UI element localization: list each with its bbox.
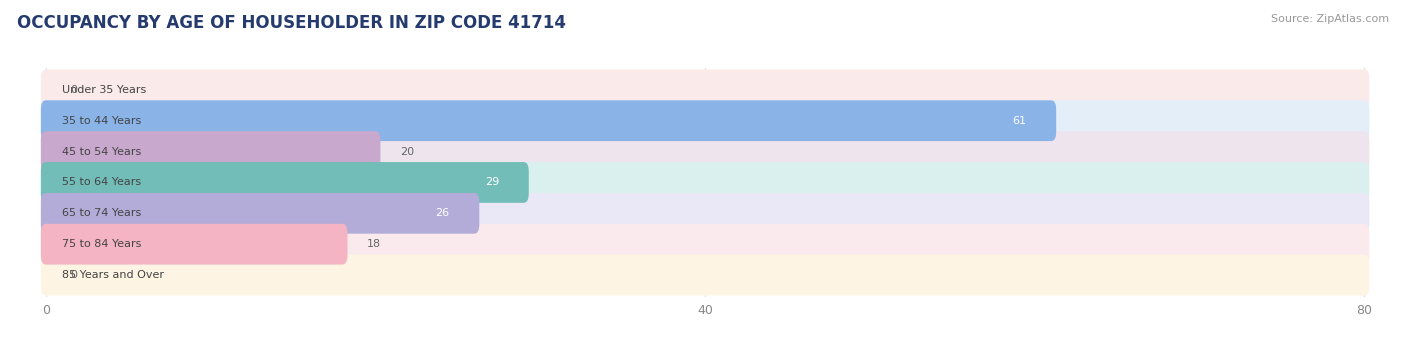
Text: 75 to 84 Years: 75 to 84 Years <box>62 239 142 249</box>
FancyBboxPatch shape <box>41 255 1369 295</box>
Text: OCCUPANCY BY AGE OF HOUSEHOLDER IN ZIP CODE 41714: OCCUPANCY BY AGE OF HOUSEHOLDER IN ZIP C… <box>17 14 565 32</box>
Text: Source: ZipAtlas.com: Source: ZipAtlas.com <box>1271 14 1389 24</box>
FancyBboxPatch shape <box>41 193 479 234</box>
Text: 20: 20 <box>401 147 415 157</box>
FancyBboxPatch shape <box>41 224 347 265</box>
FancyBboxPatch shape <box>41 70 1369 110</box>
FancyBboxPatch shape <box>41 162 1369 203</box>
Text: 55 to 64 Years: 55 to 64 Years <box>62 177 142 188</box>
FancyBboxPatch shape <box>41 162 529 203</box>
Text: 45 to 54 Years: 45 to 54 Years <box>62 147 142 157</box>
Text: 29: 29 <box>485 177 499 188</box>
FancyBboxPatch shape <box>41 100 1369 141</box>
Text: 0: 0 <box>70 270 77 280</box>
Text: 26: 26 <box>436 208 450 218</box>
FancyBboxPatch shape <box>41 131 381 172</box>
FancyBboxPatch shape <box>41 224 1369 265</box>
Text: 85 Years and Over: 85 Years and Over <box>62 270 165 280</box>
FancyBboxPatch shape <box>41 131 1369 172</box>
FancyBboxPatch shape <box>41 193 1369 234</box>
FancyBboxPatch shape <box>41 100 1056 141</box>
Text: 18: 18 <box>367 239 381 249</box>
Text: 35 to 44 Years: 35 to 44 Years <box>62 116 142 126</box>
Text: Under 35 Years: Under 35 Years <box>62 85 146 95</box>
Text: 65 to 74 Years: 65 to 74 Years <box>62 208 142 218</box>
Text: 61: 61 <box>1012 116 1026 126</box>
Text: 0: 0 <box>70 85 77 95</box>
